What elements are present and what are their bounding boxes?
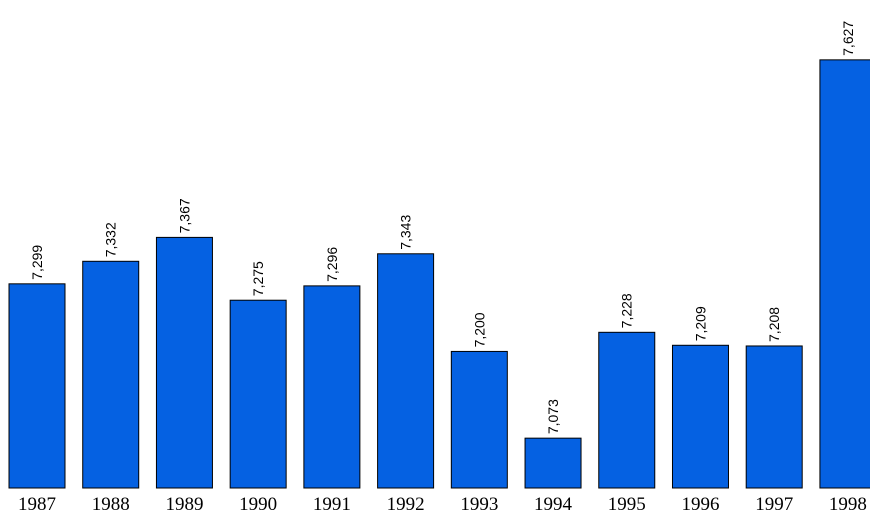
value-label: 7,296 [324, 247, 340, 282]
x-tick-label: 1991 [313, 494, 351, 515]
bar [819, 59, 870, 489]
bar [155, 236, 213, 489]
x-tick-label: 1987 [18, 494, 56, 515]
x-tick-label: 1997 [755, 494, 793, 515]
bar [303, 285, 361, 489]
value-label: 7,200 [471, 312, 487, 347]
x-tick-label: 1996 [681, 494, 719, 515]
value-label: 7,332 [103, 222, 119, 257]
bar [745, 345, 803, 489]
x-tick-label: 1988 [92, 494, 130, 515]
x-tick-label: 1995 [608, 494, 646, 515]
value-label: 7,209 [692, 306, 708, 341]
bar [229, 299, 287, 489]
value-label: 7,343 [398, 215, 414, 250]
value-label: 7,073 [545, 399, 561, 434]
x-tick-label: 1989 [165, 494, 203, 515]
bar [671, 344, 729, 489]
bar [450, 350, 508, 489]
x-tick-label: 1998 [829, 494, 867, 515]
bar [524, 437, 582, 489]
x-tick-label: 1994 [534, 494, 573, 515]
value-label: 7,275 [250, 261, 266, 296]
x-tick-label: 1993 [460, 494, 498, 515]
bar [8, 283, 66, 489]
bar [598, 331, 656, 489]
value-label: 7,299 [29, 245, 45, 280]
bar [82, 260, 140, 489]
bar [377, 253, 435, 489]
x-tick-label: 1990 [239, 494, 277, 515]
value-label: 7,208 [766, 307, 782, 342]
value-label: 7,367 [176, 198, 192, 233]
value-label: 7,228 [619, 293, 635, 328]
x-tick-label: 1992 [387, 494, 425, 515]
value-label: 7,627 [840, 21, 856, 56]
